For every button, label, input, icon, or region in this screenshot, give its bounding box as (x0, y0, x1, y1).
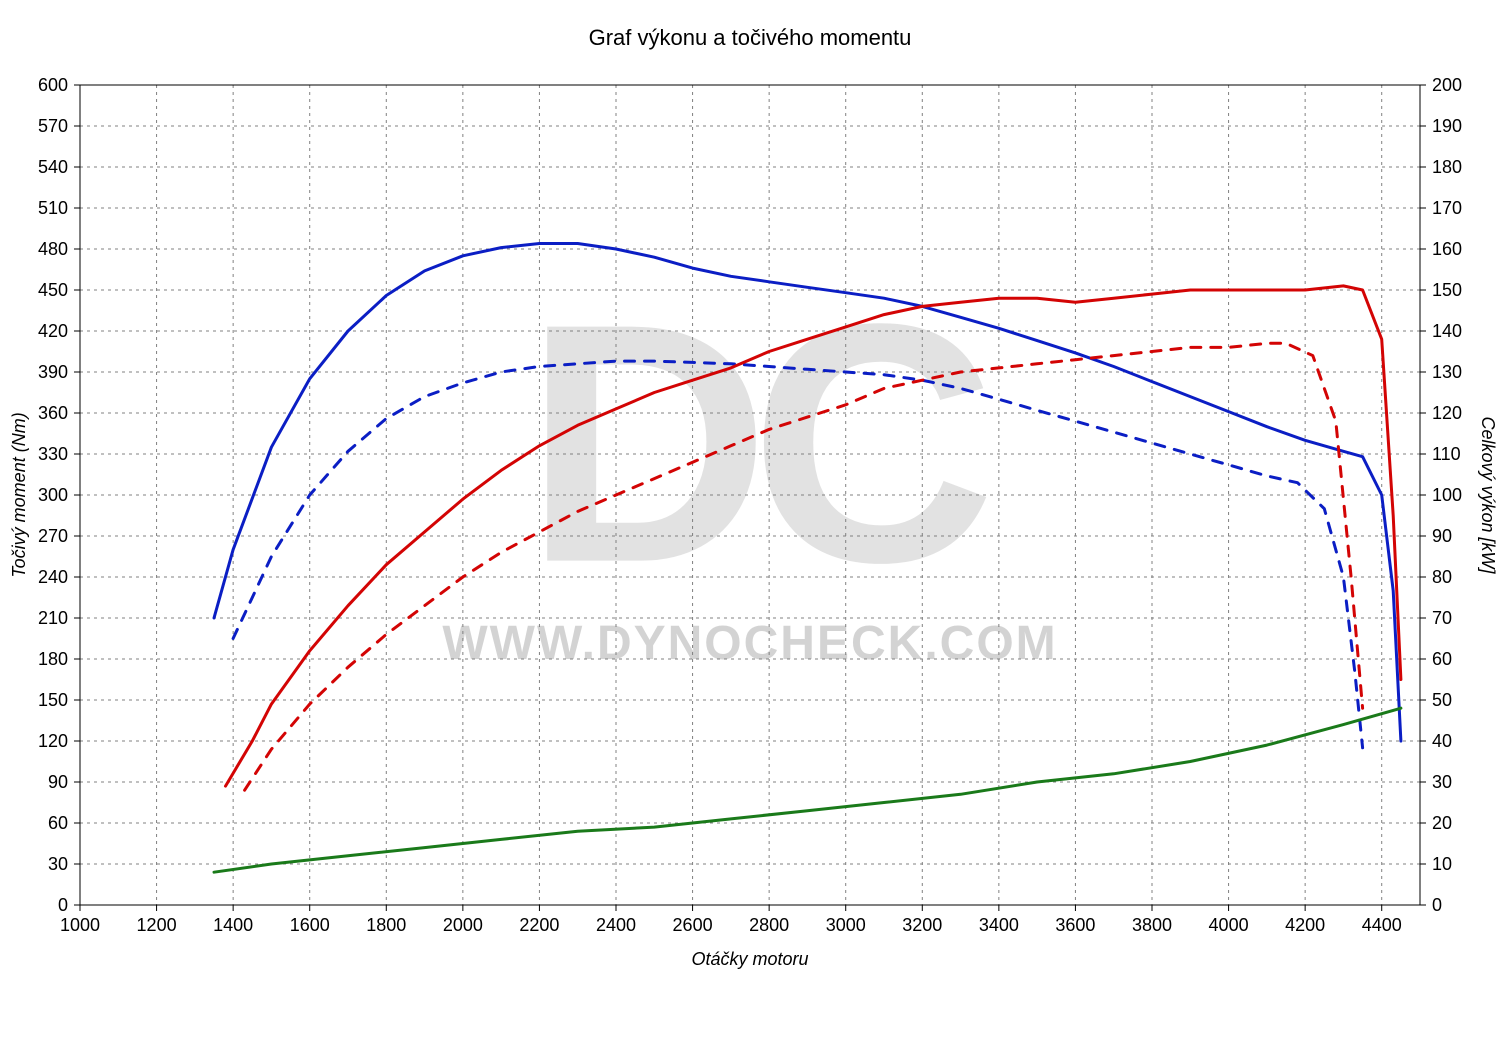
y-left-tick-label: 120 (38, 731, 68, 751)
x-tick-label: 2400 (596, 915, 636, 935)
y-right-tick-label: 130 (1432, 362, 1462, 382)
y-right-tick-label: 100 (1432, 485, 1462, 505)
y-left-tick-label: 540 (38, 157, 68, 177)
y-right-tick-label: 20 (1432, 813, 1452, 833)
x-tick-label: 2200 (519, 915, 559, 935)
y-right-tick-label: 10 (1432, 854, 1452, 874)
y-right-tick-label: 190 (1432, 116, 1462, 136)
y-right-axis-label: Celkový výkon [kW] (1478, 416, 1498, 574)
y-right-tick-label: 200 (1432, 75, 1462, 95)
y-left-tick-label: 240 (38, 567, 68, 587)
y-left-tick-label: 60 (48, 813, 68, 833)
y-left-tick-label: 360 (38, 403, 68, 423)
x-axis-label: Otáčky motoru (691, 949, 808, 969)
y-right-tick-label: 90 (1432, 526, 1452, 546)
x-tick-label: 4000 (1209, 915, 1249, 935)
y-right-tick-label: 50 (1432, 690, 1452, 710)
y-left-tick-label: 510 (38, 198, 68, 218)
x-tick-label: 3000 (826, 915, 866, 935)
x-tick-label: 1200 (137, 915, 177, 935)
y-right-tick-label: 70 (1432, 608, 1452, 628)
x-tick-label: 2600 (673, 915, 713, 935)
x-tick-label: 2800 (749, 915, 789, 935)
y-right-tick-label: 0 (1432, 895, 1442, 915)
y-right-tick-label: 160 (1432, 239, 1462, 259)
y-right-tick-label: 180 (1432, 157, 1462, 177)
y-left-tick-label: 480 (38, 239, 68, 259)
y-right-tick-label: 30 (1432, 772, 1452, 792)
x-tick-label: 4400 (1362, 915, 1402, 935)
y-right-tick-label: 120 (1432, 403, 1462, 423)
y-left-tick-label: 570 (38, 116, 68, 136)
y-left-tick-label: 330 (38, 444, 68, 464)
chart-title: Graf výkonu a točivého momentu (589, 25, 912, 50)
x-tick-label: 1400 (213, 915, 253, 935)
y-left-tick-label: 180 (38, 649, 68, 669)
x-tick-label: 3600 (1055, 915, 1095, 935)
x-tick-label: 3200 (902, 915, 942, 935)
y-right-tick-label: 40 (1432, 731, 1452, 751)
y-left-axis-label: Točivý moment (Nm) (9, 412, 29, 577)
y-left-tick-label: 600 (38, 75, 68, 95)
watermark: DCWWW.DYNOCHECK.COM (442, 254, 1057, 670)
y-left-tick-label: 390 (38, 362, 68, 382)
watermark-url: WWW.DYNOCHECK.COM (442, 617, 1057, 670)
x-tick-label: 1600 (290, 915, 330, 935)
watermark-logo: DC (524, 254, 989, 634)
y-right-tick-label: 60 (1432, 649, 1452, 669)
y-right-tick-label: 140 (1432, 321, 1462, 341)
y-left-tick-label: 30 (48, 854, 68, 874)
y-right-tick-label: 80 (1432, 567, 1452, 587)
y-right-tick-label: 170 (1432, 198, 1462, 218)
dyno-chart: DCWWW.DYNOCHECK.COM100012001400160018002… (0, 0, 1500, 1040)
x-tick-label: 1000 (60, 915, 100, 935)
y-right-tick-label: 150 (1432, 280, 1462, 300)
x-tick-label: 4200 (1285, 915, 1325, 935)
y-left-tick-label: 150 (38, 690, 68, 710)
y-left-tick-label: 420 (38, 321, 68, 341)
x-tick-label: 2000 (443, 915, 483, 935)
y-left-tick-label: 210 (38, 608, 68, 628)
y-left-tick-label: 90 (48, 772, 68, 792)
y-left-tick-label: 0 (58, 895, 68, 915)
y-left-tick-label: 450 (38, 280, 68, 300)
y-right-tick-label: 110 (1432, 444, 1461, 464)
x-tick-label: 3800 (1132, 915, 1172, 935)
x-tick-label: 1800 (366, 915, 406, 935)
y-left-tick-label: 270 (38, 526, 68, 546)
y-left-tick-label: 300 (38, 485, 68, 505)
x-tick-label: 3400 (979, 915, 1019, 935)
